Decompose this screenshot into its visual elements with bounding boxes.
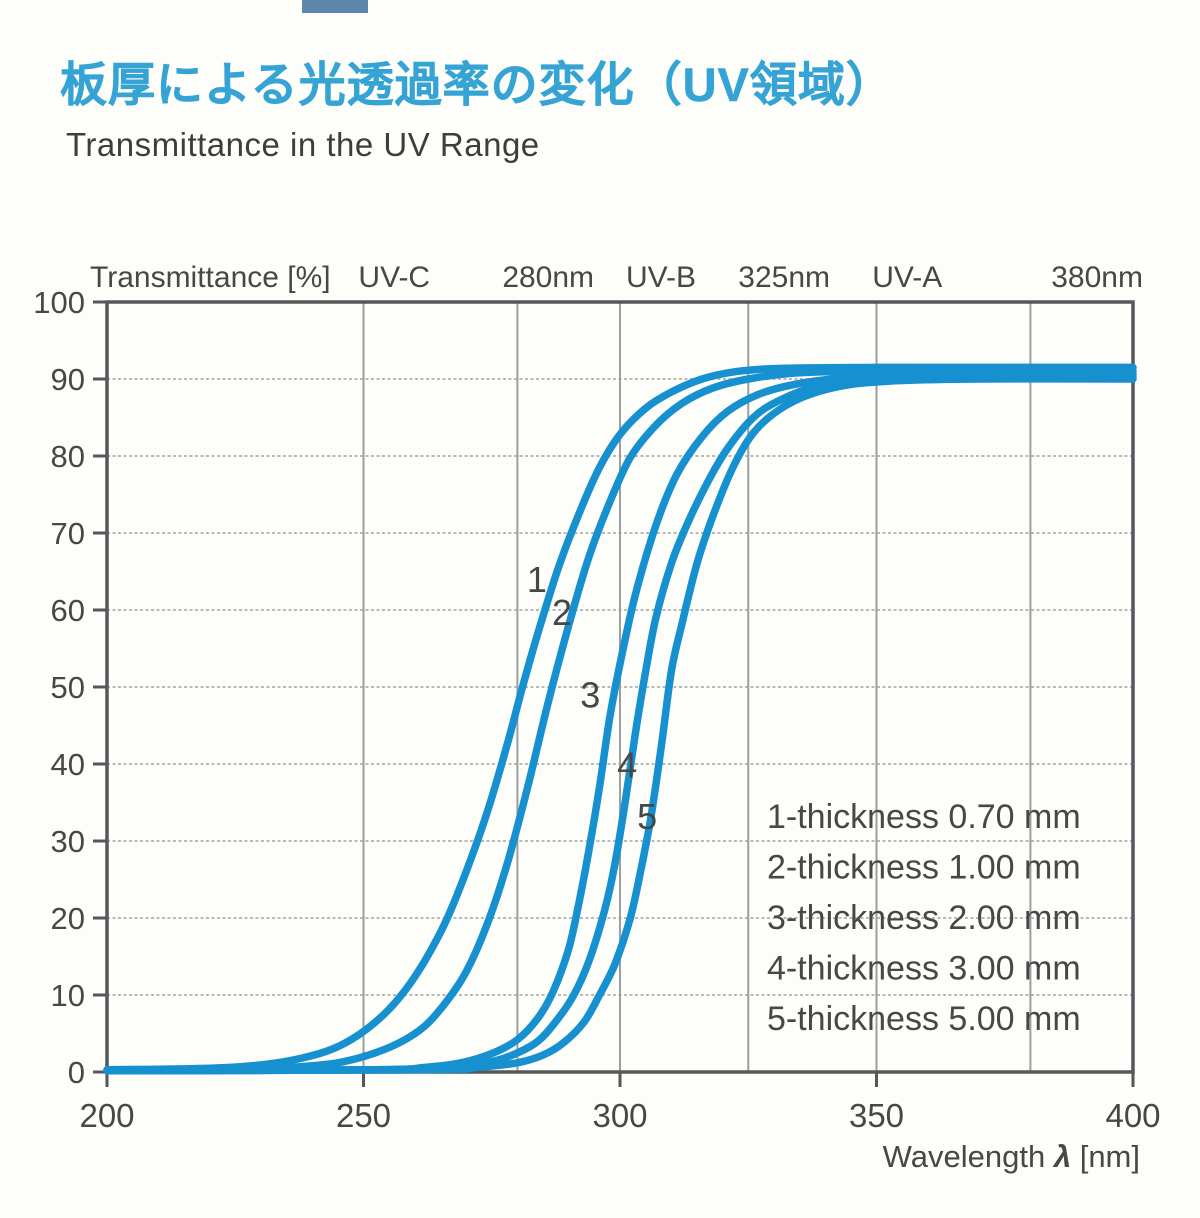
y-tick-label: 80	[51, 439, 85, 474]
y-tick-label: 10	[51, 978, 85, 1013]
legend-entry: 2-thickness 1.00 mm	[767, 849, 1081, 887]
x-tick-label: 400	[1105, 1097, 1160, 1134]
curve-number-label: 3	[580, 674, 600, 715]
y-tick-label: 90	[51, 362, 85, 397]
curve-number-label: 2	[552, 592, 572, 633]
y-tick-label: 40	[51, 747, 85, 782]
y-tick-label: 60	[51, 593, 85, 628]
legend-entry: 3-thickness 2.00 mm	[767, 899, 1081, 937]
curves	[103, 363, 1137, 1075]
y-tick-label: 50	[51, 670, 85, 705]
curve-number-label: 4	[617, 745, 637, 786]
legend-entry: 4-thickness 3.00 mm	[767, 950, 1081, 988]
y-tick-label: 30	[51, 824, 85, 859]
curve-thickness-3.00mm	[103, 372, 1137, 1075]
legend-entry: 5-thickness 5.00 mm	[767, 1000, 1081, 1038]
axis-ticks	[93, 300, 1135, 1087]
top-band-label: UV-A	[872, 261, 942, 294]
curve-thickness-1.00mm	[103, 367, 1137, 1075]
x-axis-title: Wavelength λ [nm]	[883, 1139, 1140, 1174]
x-tick-label: 200	[79, 1097, 134, 1134]
x-tick-label: 300	[592, 1097, 647, 1134]
curve-thickness-0.70mm	[103, 363, 1137, 1074]
y-tick-label: 70	[51, 516, 85, 551]
top-band-label: 325nm	[738, 261, 830, 294]
x-tick-label: 250	[336, 1097, 391, 1134]
curve-number-label: 1	[527, 559, 547, 600]
y-tick-label: 0	[68, 1055, 85, 1090]
x-tick-label: 350	[849, 1097, 904, 1134]
y-tick-label: 20	[51, 901, 85, 936]
legend-entry: 1-thickness 0.70 mm	[767, 798, 1081, 836]
top-edge-artifact	[302, 0, 368, 13]
top-band-label: 380nm	[1051, 261, 1143, 294]
top-band-label: UV-C	[358, 261, 430, 294]
curve-number-label: 5	[637, 796, 657, 837]
top-band-label: UV-B	[626, 261, 696, 294]
y-tick-label: 100	[33, 285, 85, 320]
legend: 1-thickness 0.70 mm 2-thickness 1.00 mm 3-…	[767, 798, 1081, 1038]
top-band-label: Transmittance [%]	[90, 261, 331, 294]
curve-thickness-5.00mm	[103, 375, 1137, 1075]
page-title: 板厚による光透過率の変化（UV領域）	[60, 58, 894, 112]
page-subtitle: Transmittance in the UV Range	[66, 126, 540, 163]
top-band-label: 280nm	[502, 261, 594, 294]
